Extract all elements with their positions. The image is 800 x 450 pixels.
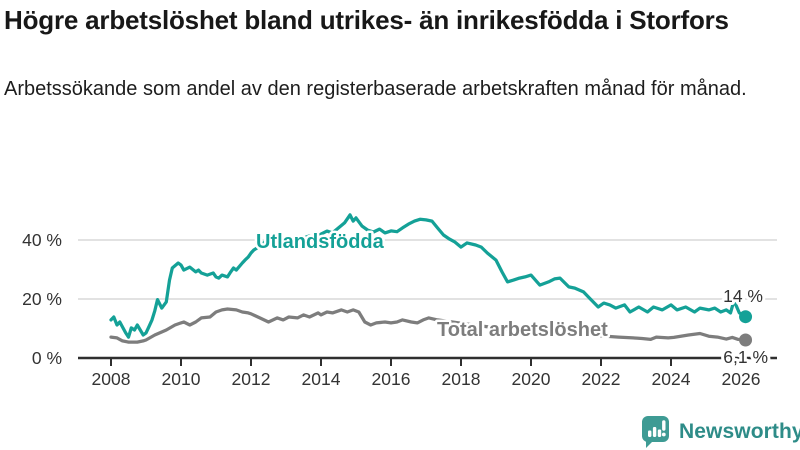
x-tick-label: 2018 [442, 369, 481, 389]
newsworthy-wordmark: Newsworthy [679, 420, 800, 443]
y-tick-label: 40 % [22, 230, 62, 250]
chart-header: Högre arbetslöshet bland utrikes- än inr… [4, 4, 796, 104]
series-end-value-label: 6,1 % [723, 347, 768, 367]
y-tick-label: 0 % [32, 348, 62, 368]
x-tick-label: 2016 [372, 369, 411, 389]
x-tick-label: 2022 [582, 369, 621, 389]
chart-title: Högre arbetslöshet bland utrikes- än inr… [4, 5, 729, 35]
y-tick-label: 20 % [22, 289, 62, 309]
series-line-utlandsfödda [109, 213, 748, 339]
series-label: Total arbetslöshet [437, 319, 608, 341]
series-label: Utlandsfödda [256, 231, 385, 253]
chart-subtitle: Arbetssökande som andel av den registerb… [4, 78, 747, 100]
x-tick-label: 2008 [92, 369, 131, 389]
series-end-value-label: 14 % [723, 286, 763, 306]
x-tick-label: 2012 [232, 369, 271, 389]
x-tick-label: 2014 [302, 369, 341, 389]
x-tick-label: 2024 [652, 369, 691, 389]
x-tick-label: 2020 [512, 369, 551, 389]
series-line-total-arbetslöshet [109, 307, 748, 344]
x-tick-label: 2010 [162, 369, 201, 389]
newsworthy-logo[interactable]: Newsworthy [641, 415, 800, 449]
series-end-dot [739, 333, 753, 347]
newsworthy-icon [642, 416, 669, 448]
x-tick-label: 2026 [722, 369, 761, 389]
series-end-dot [739, 310, 753, 324]
